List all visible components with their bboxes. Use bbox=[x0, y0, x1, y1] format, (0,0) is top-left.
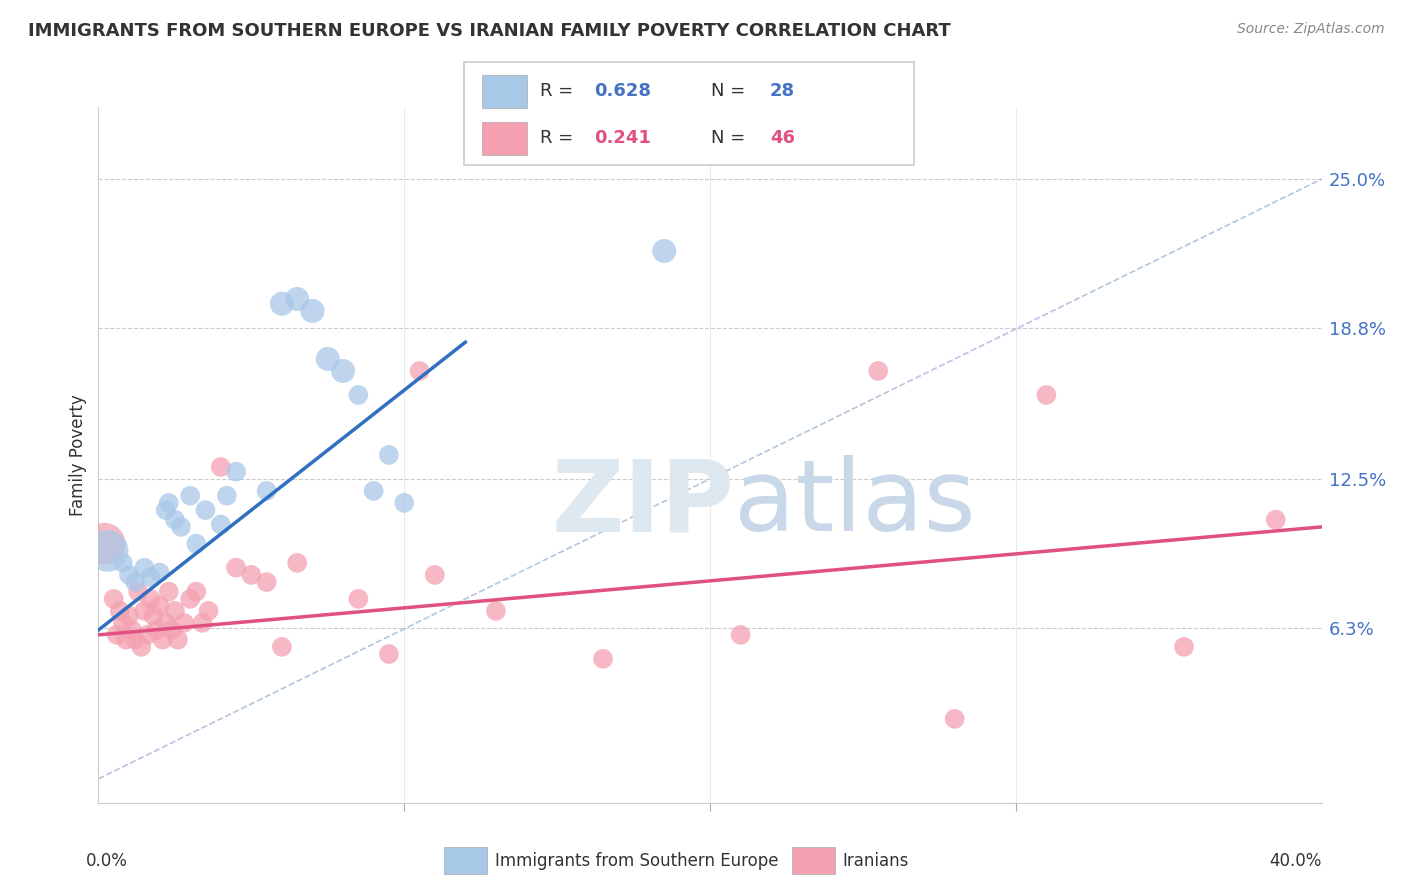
Point bbox=[149, 566, 172, 580]
Point bbox=[163, 513, 186, 527]
Text: 0.241: 0.241 bbox=[595, 129, 651, 147]
Text: Source: ZipAtlas.com: Source: ZipAtlas.com bbox=[1237, 22, 1385, 37]
Text: N =: N = bbox=[711, 129, 751, 147]
Point bbox=[485, 604, 508, 618]
Point bbox=[108, 604, 131, 618]
Text: N =: N = bbox=[711, 82, 751, 100]
Point bbox=[134, 560, 156, 574]
Point bbox=[256, 483, 278, 498]
Point bbox=[270, 640, 294, 654]
Point bbox=[186, 537, 208, 551]
Point bbox=[134, 604, 156, 618]
FancyBboxPatch shape bbox=[464, 62, 914, 165]
Text: 0.0%: 0.0% bbox=[86, 852, 128, 870]
Text: ZIP: ZIP bbox=[551, 455, 734, 552]
Point bbox=[118, 608, 141, 623]
Point bbox=[209, 459, 232, 474]
Point bbox=[111, 615, 134, 630]
Point bbox=[378, 448, 401, 462]
Bar bbox=[793, 847, 835, 874]
Point bbox=[149, 599, 172, 613]
Point bbox=[868, 364, 890, 378]
Point bbox=[173, 615, 195, 630]
Text: 46: 46 bbox=[770, 129, 794, 147]
Point bbox=[145, 623, 167, 637]
Point bbox=[179, 489, 201, 503]
Point bbox=[105, 628, 128, 642]
Point bbox=[167, 632, 190, 647]
Point bbox=[363, 483, 385, 498]
Point bbox=[186, 584, 208, 599]
Text: R =: R = bbox=[540, 82, 579, 100]
Point bbox=[347, 591, 370, 606]
Point bbox=[93, 537, 115, 551]
Point bbox=[347, 388, 370, 402]
Point bbox=[139, 570, 162, 584]
Point bbox=[152, 632, 174, 647]
Point bbox=[378, 647, 401, 661]
Point bbox=[111, 556, 134, 570]
Point bbox=[256, 575, 278, 590]
Point bbox=[129, 640, 152, 654]
Text: atlas: atlas bbox=[734, 455, 976, 552]
Point bbox=[408, 364, 430, 378]
Point bbox=[170, 520, 193, 534]
Point bbox=[316, 351, 339, 366]
Text: Immigrants from Southern Europe: Immigrants from Southern Europe bbox=[495, 852, 778, 870]
Point bbox=[1264, 513, 1286, 527]
Bar bbox=[482, 122, 527, 155]
Point bbox=[197, 604, 219, 618]
Point bbox=[301, 304, 323, 318]
Point bbox=[118, 567, 141, 582]
Point bbox=[121, 623, 143, 637]
Bar bbox=[444, 847, 486, 874]
Point bbox=[142, 608, 165, 623]
Point bbox=[332, 364, 354, 378]
Point bbox=[1173, 640, 1195, 654]
Point bbox=[155, 615, 177, 630]
Point bbox=[240, 567, 263, 582]
Point bbox=[392, 496, 416, 510]
Point bbox=[194, 503, 217, 517]
Point bbox=[157, 584, 180, 599]
Point bbox=[285, 292, 308, 306]
Point bbox=[943, 712, 966, 726]
Point bbox=[124, 575, 146, 590]
Point bbox=[157, 496, 180, 510]
Text: R =: R = bbox=[540, 129, 579, 147]
Point bbox=[103, 591, 125, 606]
Point bbox=[127, 584, 149, 599]
Point bbox=[191, 615, 214, 630]
Point bbox=[592, 652, 614, 666]
Point bbox=[136, 628, 159, 642]
Point bbox=[215, 489, 238, 503]
Point bbox=[730, 628, 752, 642]
Text: Iranians: Iranians bbox=[842, 852, 908, 870]
Text: 0.628: 0.628 bbox=[595, 82, 651, 100]
Point bbox=[155, 503, 177, 517]
Point bbox=[225, 465, 247, 479]
Text: 40.0%: 40.0% bbox=[1270, 852, 1322, 870]
Bar bbox=[482, 75, 527, 108]
Point bbox=[209, 517, 232, 532]
Point bbox=[163, 604, 186, 618]
Point bbox=[423, 567, 446, 582]
Text: IMMIGRANTS FROM SOUTHERN EUROPE VS IRANIAN FAMILY POVERTY CORRELATION CHART: IMMIGRANTS FROM SOUTHERN EUROPE VS IRANI… bbox=[28, 22, 950, 40]
Point bbox=[1035, 388, 1057, 402]
Point bbox=[124, 632, 146, 647]
Point bbox=[652, 244, 675, 258]
Point bbox=[115, 632, 138, 647]
Point bbox=[139, 591, 162, 606]
Point bbox=[270, 297, 294, 311]
Point bbox=[160, 623, 183, 637]
Text: 28: 28 bbox=[770, 82, 794, 100]
Y-axis label: Family Poverty: Family Poverty bbox=[69, 394, 87, 516]
Point bbox=[225, 560, 247, 574]
Point bbox=[179, 591, 201, 606]
Point bbox=[97, 544, 120, 558]
Point bbox=[285, 556, 308, 570]
